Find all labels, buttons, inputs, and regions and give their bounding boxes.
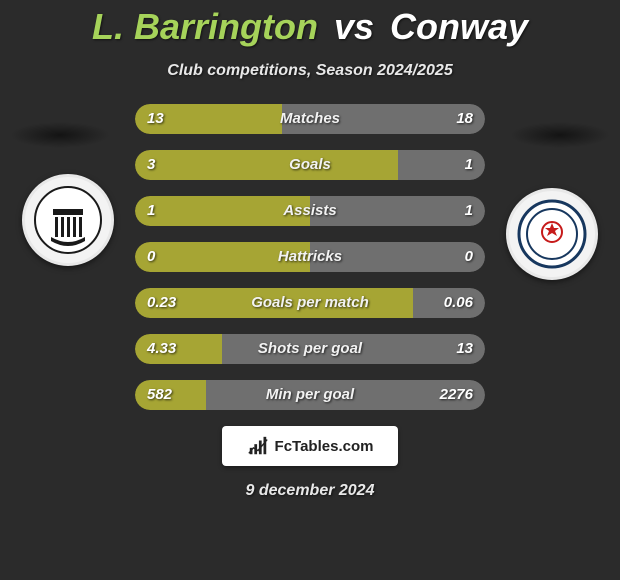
stat-bars: 1318Matches 31Goals 11Assists 00Hattricks 0.… [135, 104, 485, 410]
bar-segment-left [135, 104, 282, 134]
player1-shadow [10, 122, 110, 148]
bar-segment-right [398, 150, 486, 180]
bar-segment-right [413, 288, 485, 318]
player2-name: Conway [390, 6, 528, 47]
stat-row: 1318Matches [135, 104, 485, 134]
stat-row: 00Hattricks [135, 242, 485, 272]
fctables-logo: FcTables.com [222, 426, 398, 466]
bar-segment-left [135, 334, 222, 364]
chart-stage: 1318Matches 31Goals 11Assists 00Hattricks 0.… [0, 104, 620, 410]
stat-row: 31Goals [135, 150, 485, 180]
bar-segment-right [282, 104, 485, 134]
bar-segment-right [310, 242, 485, 272]
bar-segment-right [310, 196, 485, 226]
bar-segment-right [206, 380, 485, 410]
bar-segment-left [135, 196, 310, 226]
bar-segment-left [135, 242, 310, 272]
stat-row: 5822276Min per goal [135, 380, 485, 410]
crewe-alexandra-badge [506, 188, 598, 280]
grimsby-town-badge [22, 174, 114, 266]
stat-row: 4.3313Shots per goal [135, 334, 485, 364]
subtitle: Club competitions, Season 2024/2025 [0, 62, 620, 80]
vs-text: vs [334, 6, 374, 47]
date-text: 9 december 2024 [0, 482, 620, 500]
club-crest-right-icon [517, 199, 587, 269]
stat-row: 11Assists [135, 196, 485, 226]
player1-name: L. Barrington [92, 6, 318, 47]
club-crest-left-icon [33, 185, 103, 255]
bar-segment-left [135, 150, 398, 180]
stat-row: 0.230.06Goals per match [135, 288, 485, 318]
chart-icon [247, 435, 269, 457]
bar-segment-right [222, 334, 485, 364]
bar-segment-left [135, 380, 206, 410]
comparison-title: L. Barrington vs Conway [0, 0, 620, 48]
logo-text: FcTables.com [275, 438, 374, 455]
player2-shadow [510, 122, 610, 148]
bar-segment-left [135, 288, 413, 318]
